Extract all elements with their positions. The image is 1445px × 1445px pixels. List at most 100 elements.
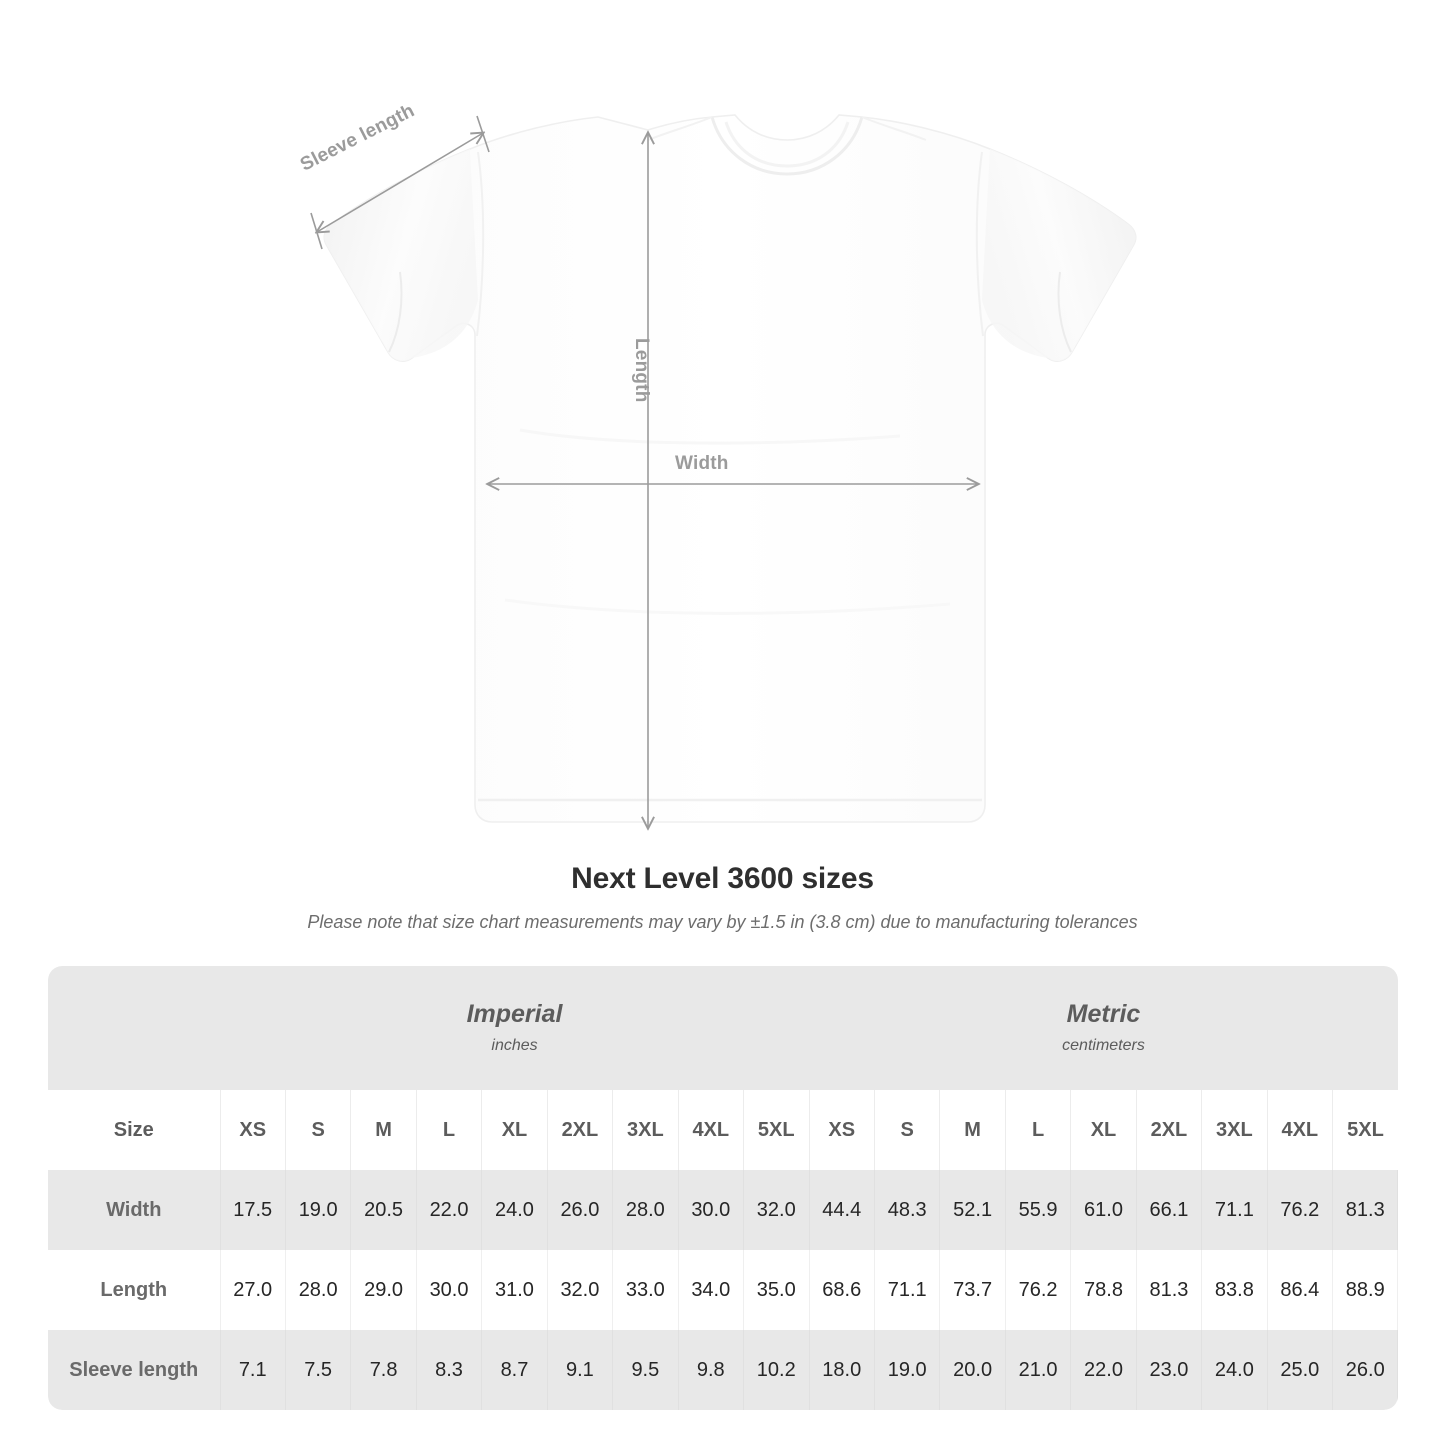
measurement-cell: 25.0 (1267, 1330, 1334, 1410)
measurement-cell: 61.0 (1070, 1170, 1137, 1250)
size-header-cell: 3XL (612, 1090, 679, 1170)
row-label-length: Length (48, 1250, 221, 1330)
row-label-width: Width (48, 1170, 221, 1250)
measurement-cell: 33.0 (612, 1250, 679, 1330)
page-subtitle: Please note that size chart measurements… (307, 912, 1138, 932)
unit-header-metric: Metric centimeters (809, 966, 1398, 1090)
measurement-cell: 8.7 (481, 1330, 548, 1410)
measurement-cell: 32.0 (743, 1170, 810, 1250)
measurement-cell: 34.0 (678, 1250, 745, 1330)
unit-name: Imperial (466, 999, 563, 1028)
measurement-cell: 27.0 (220, 1250, 286, 1330)
table-row: Length 27.0 28.0 29.0 30.0 31.0 32.0 33.0 34.0 35… (48, 1250, 1399, 1330)
size-header-cell: XS (220, 1090, 286, 1170)
measurement-cell: 9.1 (547, 1330, 614, 1410)
measurement-cell: 48.3 (874, 1170, 941, 1250)
size-header-cell: L (416, 1090, 483, 1170)
measurement-cell: 35.0 (743, 1250, 810, 1330)
unit-banner-spacer (48, 966, 220, 1090)
size-header-cell: 5XL (1332, 1090, 1398, 1170)
measurement-cell: 26.0 (1332, 1330, 1399, 1410)
size-header-cell: M (350, 1090, 417, 1170)
size-header-cell: 2XL (1136, 1090, 1203, 1170)
table-row: Sleeve length 7.1 7.5 7.8 8.3 8.7 9.1 9.5 9.8 10.… (48, 1330, 1399, 1410)
measurement-cell: 21.0 (1005, 1330, 1072, 1410)
measurement-cell: 8.3 (416, 1330, 483, 1410)
length-label: Length (631, 338, 652, 403)
size-header-cell: XS (809, 1090, 875, 1170)
size-header-cell: 4XL (678, 1090, 745, 1170)
measurement-cell: 26.0 (547, 1170, 614, 1250)
measurement-cell: 29.0 (350, 1250, 417, 1330)
measurement-cell: 32.0 (547, 1250, 614, 1330)
measurement-cell: 73.7 (939, 1250, 1006, 1330)
measurement-cell: 76.2 (1005, 1250, 1072, 1330)
measurement-cell: 23.0 (1136, 1330, 1203, 1410)
sleeve-tick-right (476, 115, 490, 153)
unit-banner-row: Imperial inches Metric centimeters (48, 966, 1398, 1090)
width-label: Width (675, 453, 729, 474)
page-title: Next Level 3600 sizes (571, 862, 874, 895)
measurement-cell: 66.1 (1136, 1170, 1203, 1250)
size-header-cell: 5XL (743, 1090, 810, 1170)
size-header-cell: XL (481, 1090, 548, 1170)
measurement-cell: 19.0 (874, 1330, 941, 1410)
measurement-cell: 78.8 (1070, 1250, 1137, 1330)
measurement-cell: 24.0 (481, 1170, 548, 1250)
measurement-cell: 81.3 (1136, 1250, 1203, 1330)
size-header-cell: 3XL (1201, 1090, 1268, 1170)
measurement-cell: 7.1 (220, 1330, 286, 1410)
row-label-sleeve-length: Sleeve length (48, 1330, 221, 1410)
unit-subtitle: inches (491, 1037, 538, 1055)
unit-subtitle: centimeters (1062, 1037, 1145, 1055)
size-chart-table-wrapper: Imperial inches Metric centimeters Size XS S M L… (48, 966, 1399, 1410)
measurement-cell: 10.2 (743, 1330, 810, 1410)
size-header-cell: M (939, 1090, 1006, 1170)
size-chart-table: Imperial inches Metric centimeters Size XS S M L… (48, 966, 1399, 1410)
measurement-cell: 83.8 (1201, 1250, 1268, 1330)
measurement-cell: 55.9 (1005, 1170, 1072, 1250)
measurement-cell: 9.5 (612, 1330, 679, 1410)
measurement-cell: 28.0 (612, 1170, 679, 1250)
table-row: Width 17.5 19.0 20.5 22.0 24.0 26.0 28.0 30.0 32.… (48, 1170, 1399, 1250)
measurement-cell: 71.1 (1201, 1170, 1268, 1250)
size-header-cell: S (285, 1090, 352, 1170)
tshirt-illustration (310, 114, 1137, 855)
measurement-cell: 9.8 (678, 1330, 745, 1410)
tshirt-diagram: Sleeve length Length Width (297, 100, 1137, 855)
measurement-cell: 76.2 (1267, 1170, 1334, 1250)
size-header-cell: XL (1070, 1090, 1137, 1170)
measurement-cell: 30.0 (416, 1250, 483, 1330)
measurement-lines (310, 115, 978, 828)
sleeve-length-arrow (317, 133, 483, 232)
measurement-cell: 28.0 (285, 1250, 352, 1330)
measurement-cell: 88.9 (1332, 1250, 1399, 1330)
measurement-cell: 71.1 (874, 1250, 941, 1330)
sleeve-tick-left (310, 212, 323, 250)
measurement-cell: 24.0 (1201, 1330, 1268, 1410)
measurement-cell: 86.4 (1267, 1250, 1334, 1330)
measurement-cell: 7.5 (285, 1330, 352, 1410)
measurement-cell: 7.8 (350, 1330, 417, 1410)
measurement-cell: 30.0 (678, 1170, 745, 1250)
size-header-cell: 4XL (1267, 1090, 1334, 1170)
measurement-cell: 22.0 (1070, 1330, 1137, 1410)
measurement-cell: 31.0 (481, 1250, 548, 1330)
measurement-cell: 44.4 (809, 1170, 875, 1250)
size-header-cell: L (1005, 1090, 1072, 1170)
measurement-cell: 81.3 (1332, 1170, 1399, 1250)
measurement-cell: 20.5 (350, 1170, 417, 1250)
size-header-cell: S (874, 1090, 941, 1170)
measurement-cell: 52.1 (939, 1170, 1006, 1250)
measurement-cell: 22.0 (416, 1170, 483, 1250)
size-header-label: Size (48, 1090, 221, 1170)
unit-name: Metric (1066, 999, 1141, 1028)
measurement-cell: 68.6 (809, 1250, 875, 1330)
measurement-cell: 19.0 (285, 1170, 352, 1250)
shirt-body-shape (323, 114, 1137, 823)
title-block: Next Level 3600 sizes Please note that s… (0, 862, 1445, 933)
size-header-cell: 2XL (547, 1090, 614, 1170)
size-header-row: Size XS S M L XL 2XL 3XL 4XL 5XL XS S M L XL 2XL 3XL 4XL 5… (48, 1090, 1398, 1170)
measurement-cell: 18.0 (809, 1330, 875, 1410)
measurement-cell: 17.5 (220, 1170, 286, 1250)
